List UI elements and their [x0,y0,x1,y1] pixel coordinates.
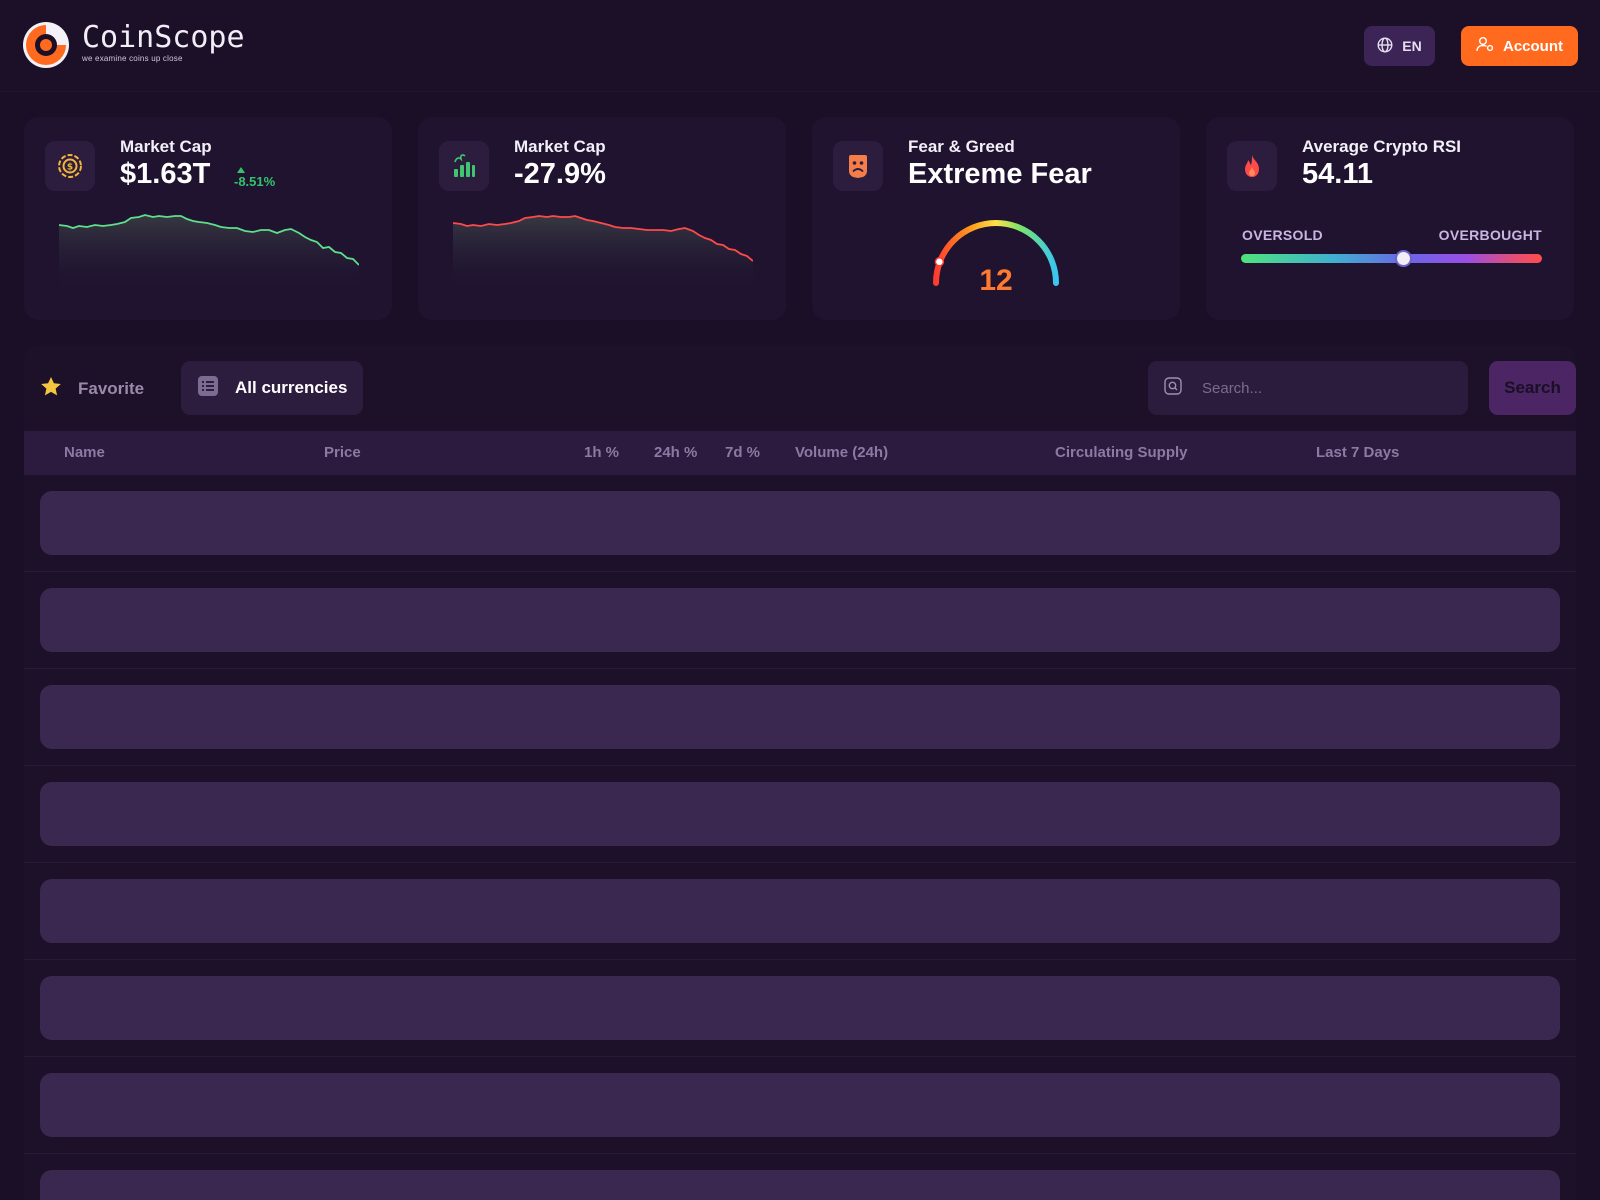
arrow-up-icon [237,167,245,173]
favorite-label: Favorite [78,379,145,398]
star-icon [40,376,62,402]
table-row [24,766,1576,863]
market-cap-sparkline [59,214,359,295]
loading-skeleton [40,1073,1560,1137]
top-header: CoinScope we examine coins up close EN A… [0,0,1600,92]
gauge-marker [934,257,945,267]
loading-skeleton [40,491,1560,555]
search-icon [1164,376,1182,400]
market-cap-change: -8.51% [234,167,275,189]
account-label: Account [1503,37,1563,55]
rsi-value: 54.11 [1302,158,1373,190]
globe-icon [1377,36,1393,56]
table-header: Name Price 1h % 24h % 7d % Volume (24h) … [24,431,1576,475]
oversold-label: OVERSOLD [1242,227,1323,243]
fear-greed-gauge [933,220,1059,286]
language-button[interactable]: EN [1364,26,1435,66]
market-cap-title: Market Cap [120,137,212,156]
column-name[interactable]: Name [64,444,105,461]
table-row [24,475,1576,572]
logo-mark-icon [22,21,70,69]
table-row [24,669,1576,766]
sad-face-icon [833,141,883,191]
search-input[interactable] [1202,379,1452,397]
market-cap-change-title: Market Cap [514,137,606,156]
logo-name: CoinScope [82,20,245,55]
all-currencies-tab[interactable]: All currencies [181,361,363,415]
currency-table-panel: Favorite All currencies Search [24,345,1576,1200]
rsi-title: Average Crypto RSI [1302,137,1462,156]
coin-icon: $ [45,141,95,191]
table-row [24,1154,1576,1200]
rsi-scale-bar [1241,250,1542,267]
table-row [24,1057,1576,1154]
fear-greed-card: Fear & Greed Extreme Fear 12 [812,117,1180,320]
column-volume[interactable]: Volume (24h) [795,444,889,461]
favorite-tab[interactable]: Favorite [40,376,144,402]
overbought-label: OVERBOUGHT [1438,227,1542,243]
search-button[interactable]: Search [1489,361,1576,415]
language-label: EN [1402,38,1422,54]
market-cap-change-value: -27.9% [514,158,606,190]
account-button[interactable]: Account [1461,26,1578,66]
list-icon [197,375,219,402]
market-cap-change-card: Market Cap -27.9% [418,117,786,320]
loading-skeleton [40,976,1560,1040]
column-last-7-days[interactable]: Last 7 Days [1316,444,1400,461]
column-7d[interactable]: 7d % [725,444,761,461]
column-24h[interactable]: 24h % [654,444,698,461]
fear-greed-value: Extreme Fear [908,158,1092,190]
loading-skeleton [40,879,1560,943]
column-1h[interactable]: 1h % [584,444,620,461]
flame-icon [1227,141,1277,191]
table-row [24,863,1576,960]
column-circulating-supply[interactable]: Circulating Supply [1055,444,1188,461]
column-price[interactable]: Price [324,444,361,461]
rsi-card: Average Crypto RSI 54.11 OVERSOLD OVERBO… [1206,117,1574,320]
fear-greed-title: Fear & Greed [908,137,1015,156]
table-row [24,960,1576,1057]
bar-growth-icon [439,141,489,191]
logo-tagline: we examine coins up close [82,54,183,63]
rsi-indicator-knob [1395,250,1413,267]
market-cap-value: $1.63T [120,158,211,190]
search-box[interactable] [1148,361,1468,415]
market-cap-change-sparkline [453,215,753,295]
table-row [24,572,1576,669]
user-settings-icon [1476,36,1494,56]
loading-skeleton [40,782,1560,846]
coinscope-logo[interactable]: CoinScope we examine coins up close [22,21,245,69]
all-currencies-label: All currencies [235,378,348,397]
fear-greed-score: 12 [979,264,1013,297]
loading-skeleton [40,685,1560,749]
loading-skeleton [40,588,1560,652]
svg-text:$: $ [67,163,73,173]
loading-skeleton [40,1170,1560,1200]
market-cap-change-text: -8.51% [234,174,276,189]
market-cap-card: $ Market Cap $1.63T -8.51% [24,117,392,320]
